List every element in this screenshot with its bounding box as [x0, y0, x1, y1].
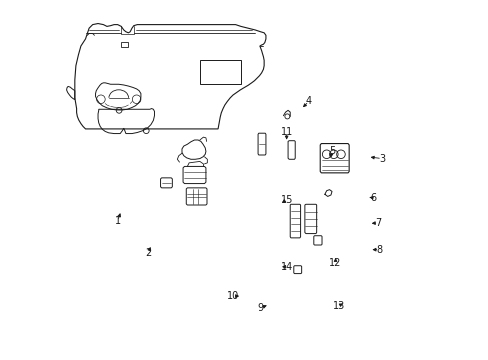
Text: 3: 3 [378, 154, 385, 163]
Text: 13: 13 [332, 301, 344, 311]
Text: 4: 4 [305, 96, 311, 107]
Text: 1: 1 [114, 216, 121, 226]
Text: 7: 7 [375, 218, 381, 228]
Text: 15: 15 [280, 195, 292, 204]
Text: 14: 14 [280, 262, 292, 272]
Text: 5: 5 [328, 147, 334, 157]
Text: 6: 6 [369, 193, 375, 203]
Text: 12: 12 [329, 258, 341, 268]
Text: 11: 11 [280, 127, 292, 137]
Text: 2: 2 [144, 248, 151, 258]
Text: 10: 10 [226, 291, 239, 301]
Text: 8: 8 [376, 245, 382, 255]
Text: 9: 9 [257, 303, 263, 313]
